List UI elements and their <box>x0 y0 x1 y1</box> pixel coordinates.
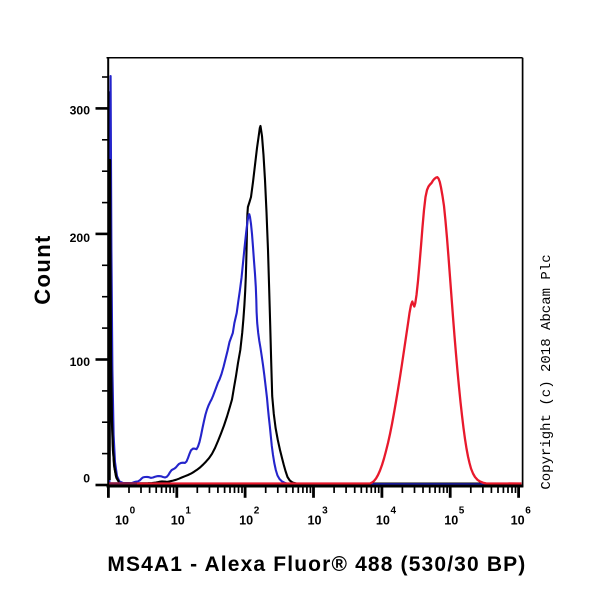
svg-text:10: 10 <box>307 514 321 528</box>
svg-text:10: 10 <box>376 514 390 528</box>
svg-text:10: 10 <box>511 514 525 528</box>
svg-text:MS4A1 - Alexa Fluor® 488 (530/: MS4A1 - Alexa Fluor® 488 (530/30 BP) <box>107 553 526 576</box>
svg-text:10: 10 <box>444 514 458 528</box>
svg-text:Count: Count <box>30 234 55 305</box>
svg-text:0: 0 <box>83 472 90 486</box>
svg-text:300: 300 <box>70 103 91 117</box>
svg-text:10: 10 <box>239 514 253 528</box>
svg-text:2: 2 <box>254 506 260 517</box>
svg-text:3: 3 <box>322 506 328 517</box>
svg-text:200: 200 <box>70 231 91 245</box>
svg-text:Copyright (c) 2018 Abcam Plc: Copyright (c) 2018 Abcam Plc <box>539 254 555 489</box>
svg-text:4: 4 <box>391 506 397 517</box>
svg-text:100: 100 <box>70 355 91 369</box>
svg-text:6: 6 <box>525 506 531 517</box>
svg-text:10: 10 <box>171 514 185 528</box>
svg-text:0: 0 <box>130 506 136 517</box>
svg-text:5: 5 <box>459 506 465 517</box>
svg-text:10: 10 <box>115 514 129 528</box>
svg-text:1: 1 <box>185 506 191 517</box>
